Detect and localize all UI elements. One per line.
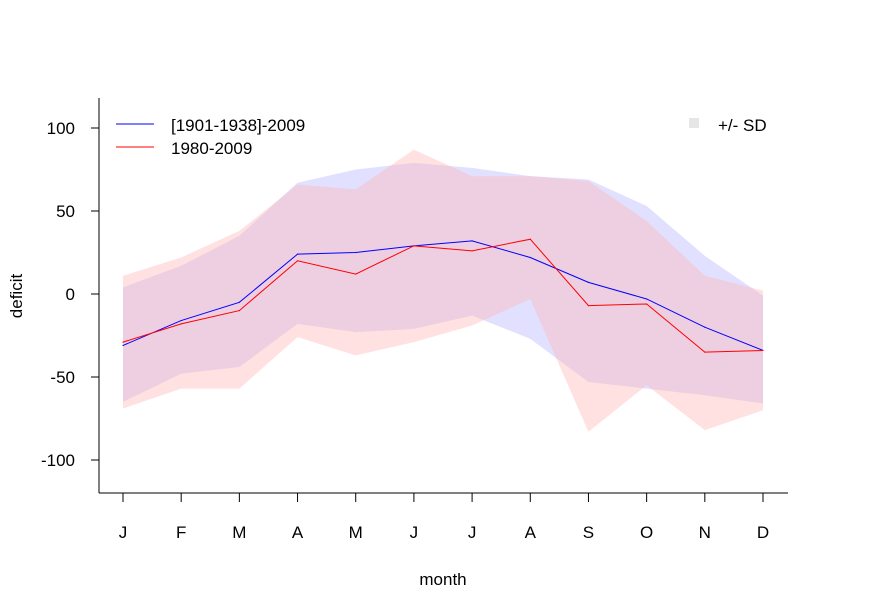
point-series-2-5 xyxy=(413,245,415,247)
sd-legend-label: +/- SD xyxy=(718,116,767,135)
y-tick-label: -100 xyxy=(41,451,75,470)
point-series-1-0 xyxy=(122,344,124,347)
sd-legend-swatch xyxy=(689,118,699,128)
x-tick-label: S xyxy=(583,523,594,542)
point-series-2-6 xyxy=(471,250,473,252)
point-series-2-0 xyxy=(122,341,124,343)
x-tick-label: A xyxy=(525,523,537,542)
point-series-2-9 xyxy=(646,303,648,305)
point-series-2-2 xyxy=(238,310,240,312)
x-tick-label: O xyxy=(640,523,653,542)
sd-band-series-2 xyxy=(123,149,763,432)
sd-band-series-1 xyxy=(123,162,763,404)
x-tick-label: N xyxy=(699,523,711,542)
sd-bands xyxy=(123,149,763,432)
line-series-1 xyxy=(122,240,764,351)
sd-legend: +/- SD xyxy=(689,116,767,135)
point-series-1-4 xyxy=(355,251,357,254)
point-series-2-8 xyxy=(587,305,590,307)
legend-label-series-1: [1901-1938]-2009 xyxy=(171,116,305,135)
point-series-1-7 xyxy=(529,256,531,259)
y-axis-title: deficit xyxy=(7,274,26,319)
x-tick-label: M xyxy=(349,523,363,542)
y-tick-label: 50 xyxy=(56,202,75,221)
legend-label-series-2: 1980-2009 xyxy=(171,139,252,158)
point-series-1-9 xyxy=(646,298,648,300)
point-series-2-1 xyxy=(180,323,182,325)
line-series-2 xyxy=(122,238,764,353)
point-series-1-8 xyxy=(587,281,590,283)
point-series-1-1 xyxy=(180,319,182,322)
x-tick-label: J xyxy=(410,523,419,542)
x-axis-title: month xyxy=(419,570,466,589)
point-series-1-10 xyxy=(704,326,706,328)
x-tick-label: F xyxy=(176,523,186,542)
x-tick-label: M xyxy=(232,523,246,542)
point-series-1-6 xyxy=(471,240,473,242)
y-tick-label: 100 xyxy=(47,119,75,138)
x-tick-label: J xyxy=(468,523,477,542)
point-series-2-11 xyxy=(762,349,764,352)
x-tick-label: A xyxy=(292,523,304,542)
series-lines xyxy=(122,238,764,353)
x-tick-label: D xyxy=(757,523,769,542)
point-series-2-3 xyxy=(296,260,299,262)
y-tick-label: -50 xyxy=(50,368,75,387)
point-series-2-4 xyxy=(355,273,357,275)
point-series-2-10 xyxy=(704,351,706,353)
legend: [1901-1938]-2009 1980-2009 xyxy=(116,116,305,158)
y-tick-label: 0 xyxy=(66,285,75,304)
point-series-1-2 xyxy=(238,301,240,303)
y-axis-ticks: -100 -50 0 50 100 xyxy=(41,119,99,470)
point-series-1-3 xyxy=(296,253,299,255)
x-tick-label: J xyxy=(119,523,128,542)
point-series-2-7 xyxy=(529,238,531,240)
